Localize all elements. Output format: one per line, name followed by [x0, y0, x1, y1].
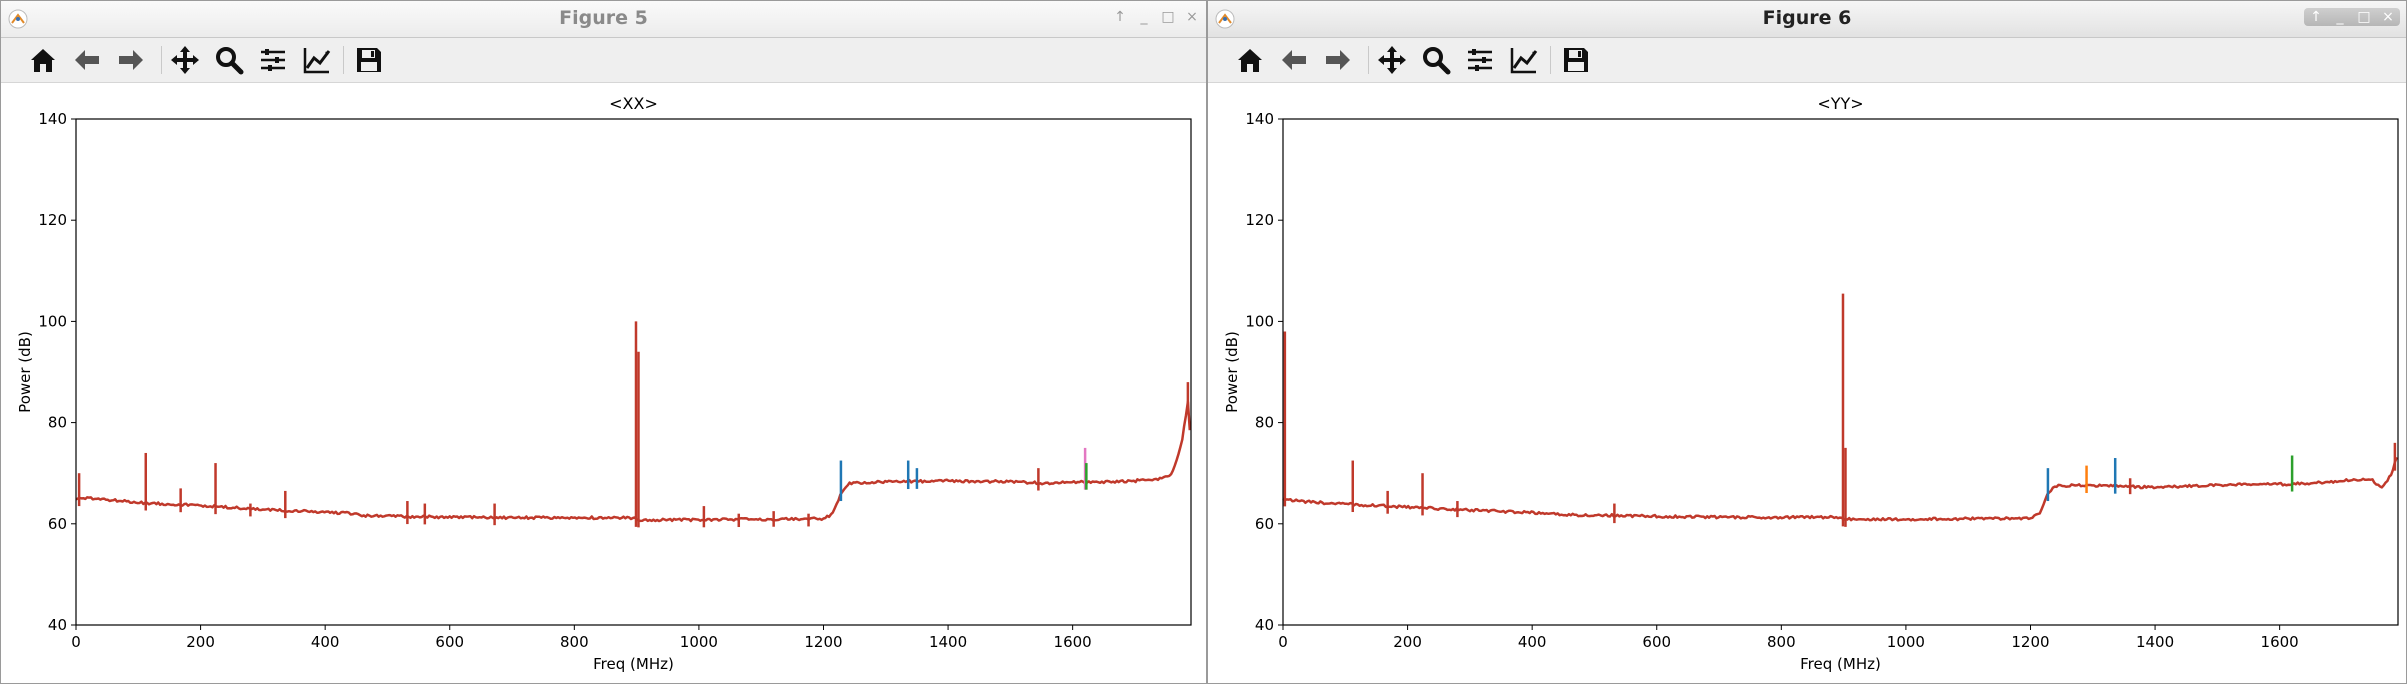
y-axis-label: Power (dB): [1223, 331, 1241, 413]
x-tick-label: 800: [1767, 633, 1796, 651]
x-tick-label: 1600: [2261, 633, 2299, 651]
x-tick-label: 1600: [1054, 633, 1092, 651]
series-baseline: [75, 400, 1192, 523]
back-button[interactable]: [69, 42, 105, 78]
zoom-button[interactable]: [211, 42, 247, 78]
x-tick-label: 200: [1393, 633, 1422, 651]
y-tick-label: 140: [38, 110, 67, 128]
zoom-button[interactable]: [1418, 42, 1454, 78]
y-tick-label: 80: [1255, 414, 1274, 432]
x-tick-label: 1400: [2136, 633, 2174, 651]
title-bar[interactable]: Figure 6 ↑ _ □ ×: [1208, 1, 2406, 38]
x-axis-label: Freq (MHz): [1800, 655, 1881, 673]
toolbar-separator: [161, 46, 162, 74]
y-tick-label: 120: [38, 211, 67, 229]
series-baseline: [1282, 456, 2398, 522]
y-axis-label: Power (dB): [16, 331, 34, 413]
toolbar-separator: [343, 46, 344, 74]
chart-title: <XX>: [609, 94, 658, 113]
customize-button[interactable]: [299, 42, 335, 78]
toolbar: [1, 38, 1206, 83]
y-tick-label: 40: [48, 616, 67, 634]
pan-icon: [1378, 46, 1406, 74]
customize-icon: [1510, 48, 1538, 74]
customize-icon: [303, 48, 331, 74]
x-axis-label: Freq (MHz): [593, 655, 674, 673]
title-bar[interactable]: Figure 5 ↑ _ □ ×: [1, 1, 1206, 38]
axes-frame: [75, 118, 1192, 626]
x-tick-label: 200: [186, 633, 215, 651]
save-icon: [1564, 48, 1588, 72]
y-tick-label: 140: [1245, 110, 1274, 128]
figure-5-window: Figure 5 ↑ _ □ × 0 200 400 600 800 1000 1200 14…: [0, 0, 1207, 684]
forward-button[interactable]: [1320, 42, 1356, 78]
axes-frame: [1282, 118, 2399, 626]
window-controls: ↑ _ □ ×: [2304, 8, 2400, 26]
customize-button[interactable]: [1506, 42, 1542, 78]
save-button[interactable]: [1558, 42, 1594, 78]
app-icon: [8, 9, 28, 29]
y-tick-label: 60: [48, 515, 67, 533]
x-tick-label: 600: [1642, 633, 1671, 651]
keep-above-icon[interactable]: ↑: [2310, 9, 2322, 25]
pan-button[interactable]: [1374, 42, 1410, 78]
save-icon: [357, 48, 381, 72]
zoom-icon: [216, 47, 244, 75]
y-tick-label: 60: [1255, 515, 1274, 533]
x-tick-label: 400: [1518, 633, 1547, 651]
subplots-icon: [1468, 49, 1492, 71]
toolbar-separator: [1550, 46, 1551, 74]
zoom-icon: [1423, 47, 1451, 75]
y-tick-label: 100: [38, 312, 67, 330]
x-tick-label: 1200: [2011, 633, 2049, 651]
close-icon[interactable]: ×: [1186, 9, 1198, 25]
subplots-button[interactable]: [1462, 42, 1498, 78]
pan-button[interactable]: [167, 42, 203, 78]
pan-icon: [171, 46, 199, 74]
close-icon[interactable]: ×: [2382, 9, 2394, 25]
forward-button[interactable]: [113, 42, 149, 78]
home-icon: [31, 49, 55, 72]
toolbar: [1208, 38, 2406, 83]
forward-icon: [119, 50, 143, 70]
x-tick-label: 1000: [1887, 633, 1925, 651]
x-tick-label: 1200: [804, 633, 842, 651]
back-button[interactable]: [1276, 42, 1312, 78]
y-tick-label: 80: [48, 414, 67, 432]
chart-title: <YY>: [1817, 94, 1863, 113]
x-tick-label: 1000: [680, 633, 718, 651]
keep-above-icon[interactable]: ↑: [1114, 9, 1126, 25]
x-tick-label: 0: [1278, 633, 1288, 651]
minimize-icon[interactable]: _: [2336, 9, 2344, 25]
app-icon: [1215, 9, 1235, 29]
x-tick-label: 600: [435, 633, 464, 651]
plot-yy: 0 200 400 600 800 1000 1200 1400 1600 40 60 80 100 12…: [1223, 94, 2399, 673]
back-icon: [75, 50, 99, 70]
maximize-icon[interactable]: □: [1161, 9, 1175, 25]
forward-icon: [1326, 50, 1350, 70]
figure-6-window: Figure 6 ↑ _ □ × 0 200 400 600 800 1000 1200 14…: [1207, 0, 2407, 684]
minimize-icon[interactable]: _: [1140, 9, 1148, 25]
toolbar-separator: [1368, 46, 1369, 74]
back-icon: [1282, 50, 1306, 70]
y-tick-label: 40: [1255, 616, 1274, 634]
home-button[interactable]: [25, 42, 61, 78]
x-tick-label: 0: [71, 633, 81, 651]
subplots-icon: [261, 49, 285, 71]
x-tick-label: 800: [560, 633, 589, 651]
y-tick-label: 120: [1245, 211, 1274, 229]
y-tick-label: 100: [1245, 312, 1274, 330]
save-button[interactable]: [351, 42, 387, 78]
maximize-icon[interactable]: □: [2357, 9, 2371, 25]
home-icon: [1238, 49, 1262, 72]
window-title: Figure 5: [559, 7, 648, 29]
home-button[interactable]: [1232, 42, 1268, 78]
plot-xx: 0 200 400 600 800 1000 1200 1400 1600 40 60 80 100 12…: [16, 94, 1192, 673]
subplots-button[interactable]: [255, 42, 291, 78]
x-tick-label: 400: [311, 633, 340, 651]
window-title: Figure 6: [1762, 7, 1852, 29]
x-tick-label: 1400: [929, 633, 967, 651]
window-controls: ↑ _ □ ×: [1112, 9, 1200, 25]
